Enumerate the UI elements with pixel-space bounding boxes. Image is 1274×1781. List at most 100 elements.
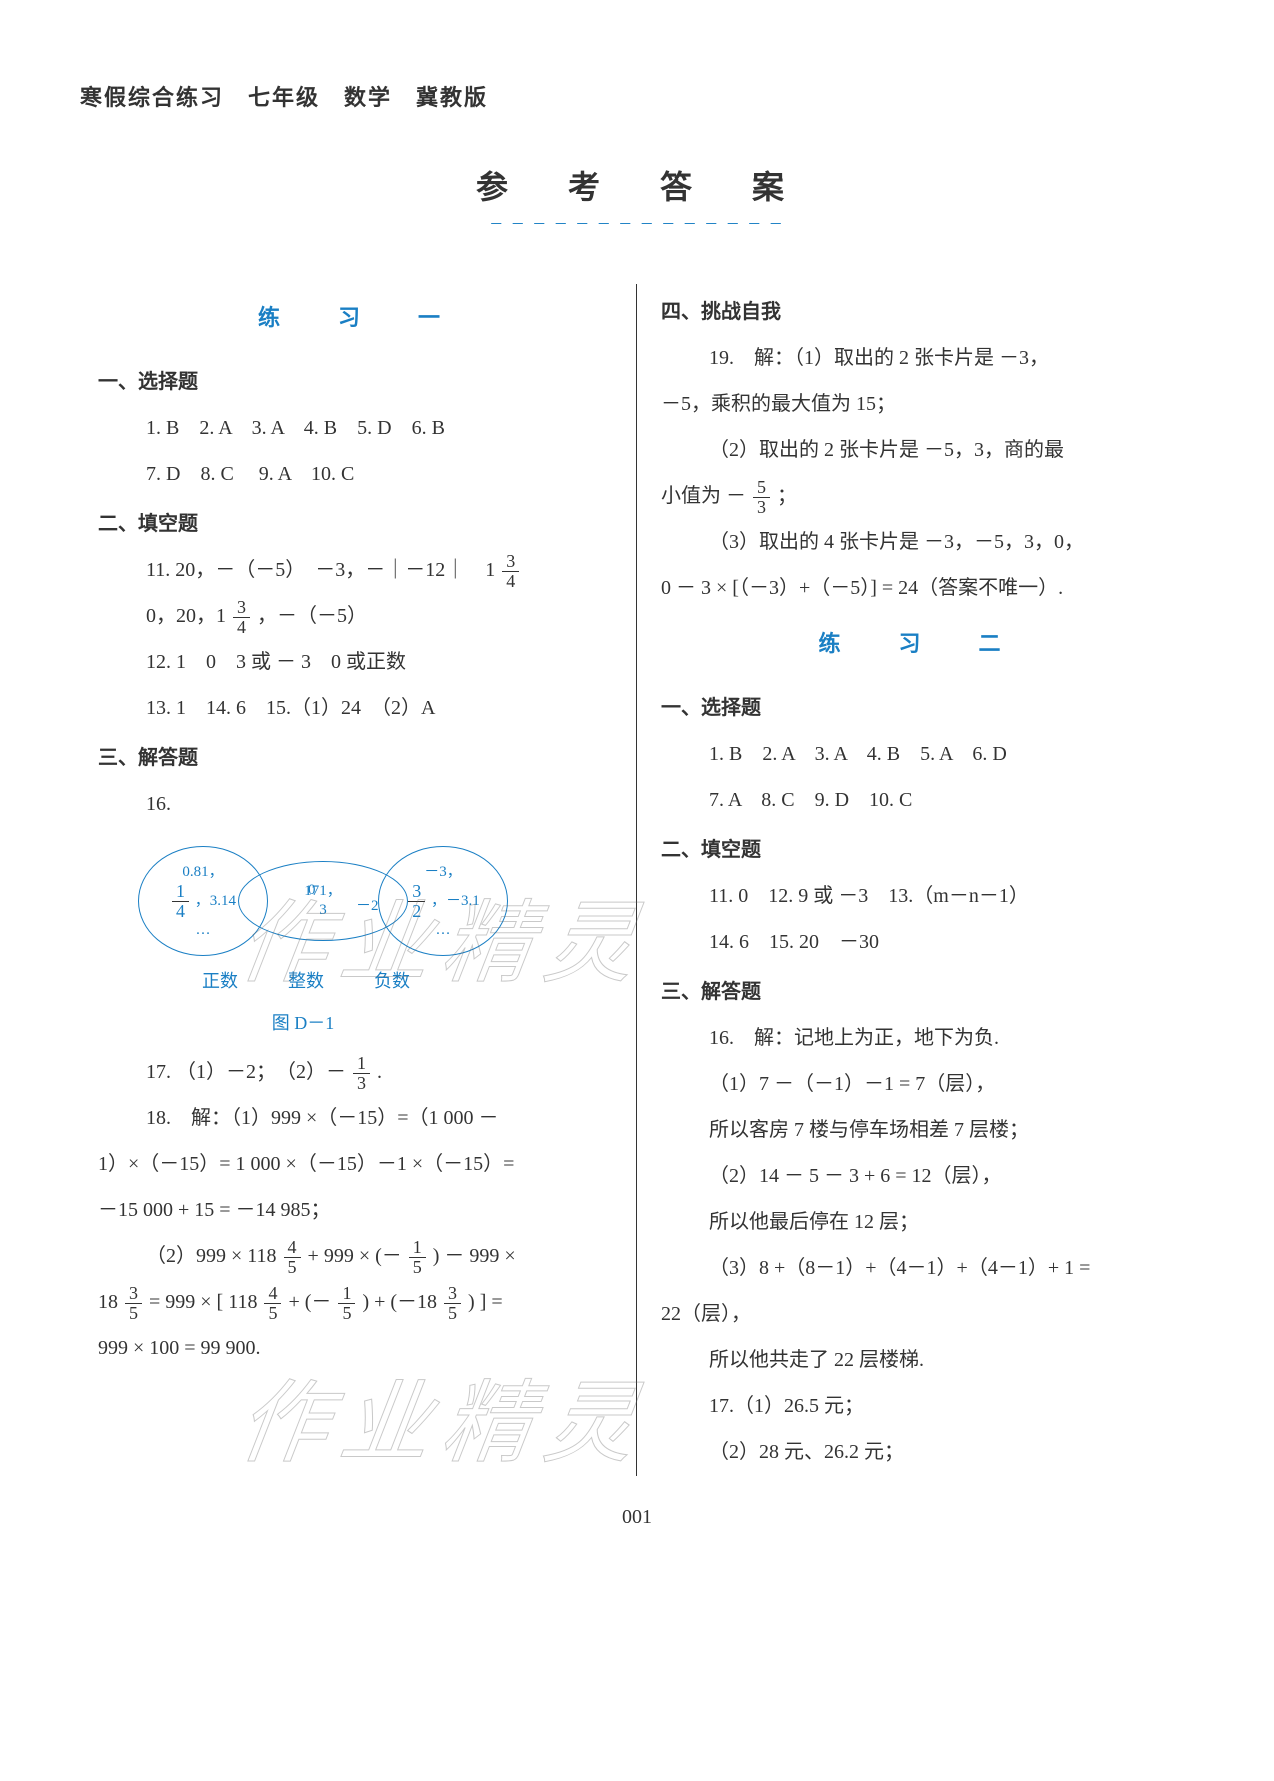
q18-5: 18 35 = 999 × [ 118 45 + (－ 15 ) + (－18 … bbox=[98, 1280, 618, 1324]
r-q16-2: （1）7 －（－1）－1 = 7（层）， bbox=[661, 1062, 1176, 1106]
label-integer: 整数 bbox=[288, 962, 324, 1002]
frac-num: 3 bbox=[408, 882, 425, 902]
r-q14: 14. 6 15. 20 －30 bbox=[661, 920, 1176, 964]
q19-2: －5，乘积的最大值为 15； bbox=[661, 382, 1176, 426]
label-negative: 负数 bbox=[374, 962, 410, 1002]
oval1-b: ，3.14 bbox=[195, 893, 236, 909]
frac-num: 1 bbox=[338, 1284, 355, 1304]
q19-5: （3）取出的 4 张卡片是 －3，－5，3，0， bbox=[661, 520, 1176, 564]
r-q16-7: 22（层）， bbox=[661, 1292, 1176, 1336]
q19-3: （2）取出的 2 张卡片是 －5，3，商的最 bbox=[661, 428, 1176, 472]
r-section-2-head: 二、填空题 bbox=[661, 828, 1176, 872]
frac-num: 3 bbox=[125, 1284, 142, 1304]
oval3-dots: … bbox=[379, 921, 507, 941]
r-q16-3: 所以客房 7 楼与停车场相差 7 层楼； bbox=[661, 1108, 1176, 1152]
frac-den: 4 bbox=[172, 902, 189, 921]
q17: 17. （1）－2； （2）－ 13 . bbox=[98, 1050, 618, 1094]
oval3-row2: 32 ，－3.1 bbox=[379, 882, 507, 921]
frac-den: 5 bbox=[444, 1304, 461, 1323]
q17b: . bbox=[377, 1061, 382, 1083]
oval-negative: －3， 32 ，－3.1 … bbox=[378, 846, 508, 956]
mc-row-2: 7. D 8. C 9. A 10. C bbox=[98, 452, 618, 496]
q18-6: 999 × 100 = 99 900. bbox=[98, 1326, 618, 1370]
oval1-a: 0.81， bbox=[139, 863, 267, 883]
r-q16-8: 所以他共走了 22 层楼梯. bbox=[661, 1338, 1176, 1382]
q18-4a: （2）999 × 118 bbox=[146, 1245, 277, 1267]
q11b-text-b: ，－（－5） bbox=[257, 605, 367, 627]
q18-5f3: 15 bbox=[338, 1284, 355, 1323]
oval3-a: －3， bbox=[379, 863, 507, 883]
q11b-frac: 34 bbox=[233, 598, 250, 637]
q19-6: 0 － 3 × [（－3）+（－5）] = 24（答案不唯一）. bbox=[661, 566, 1176, 610]
exercise-1-title: 练 习 一 bbox=[98, 294, 618, 342]
frac-num: 3 bbox=[233, 598, 250, 618]
label-positive: 正数 bbox=[202, 962, 238, 1002]
q18-5b: = 999 × [ 118 bbox=[149, 1291, 257, 1313]
q18-4b: + 999 × (－ bbox=[308, 1245, 402, 1267]
q12: 12. 1 0 3 或 － 3 0 或正数 bbox=[98, 640, 618, 684]
q11-b: 0，20，1 34 ，－（－5） bbox=[98, 594, 618, 638]
q18-3: －15 000 + 15 = －14 985； bbox=[98, 1188, 618, 1232]
frac-num: 1 bbox=[172, 882, 189, 902]
q19-4f: 53 bbox=[753, 478, 770, 517]
r-mc-row-1: 1. B 2. A 3. A 4. B 5. A 6. D bbox=[661, 732, 1176, 776]
mc-row-1: 1. B 2. A 3. A 4. B 5. D 6. B bbox=[98, 406, 618, 450]
r-section-1-head: 一、选择题 bbox=[661, 686, 1176, 730]
section-1-head: 一、选择题 bbox=[98, 360, 618, 404]
q11a-text: 11. 20，－（－5） －3，－｜－12｜ 1 bbox=[146, 559, 495, 581]
q11a-frac: 34 bbox=[502, 552, 519, 591]
frac-den: 2 bbox=[408, 902, 425, 921]
r-q17-1: 17.（1）26.5 元； bbox=[661, 1384, 1176, 1428]
frac-den: 3 bbox=[353, 1074, 370, 1093]
exercise-2-title: 练 习 二 bbox=[661, 620, 1176, 668]
q18-4c: ) － 999 × bbox=[433, 1245, 516, 1267]
content-columns: 练 习 一 一、选择题 1. B 2. A 3. A 4. B 5. D 6. … bbox=[80, 284, 1194, 1476]
mid2: －2 bbox=[356, 890, 379, 923]
oval3-b: ，－3.1 bbox=[431, 893, 480, 909]
q11b-text-a: 0，20，1 bbox=[146, 605, 226, 627]
frac-num: 3 bbox=[444, 1284, 461, 1304]
frac-num: 4 bbox=[284, 1238, 301, 1258]
title-underline: － － － － － － － － － － － － － － bbox=[80, 214, 1194, 234]
q18-4f2: 15 bbox=[409, 1238, 426, 1277]
r-q16-6: （3）8 +（8－1）+（4－1）+（4－1）+ 1 = bbox=[661, 1246, 1176, 1290]
r-q16-5: 所以他最后停在 12 层； bbox=[661, 1200, 1176, 1244]
r-q16-1: 16. 解：记地上为正，地下为负. bbox=[661, 1016, 1176, 1060]
frac-den: 5 bbox=[264, 1304, 281, 1323]
q18-2: 1）×（－15）= 1 000 ×（－15）－1 ×（－15）= bbox=[98, 1142, 618, 1186]
q18-5f2: 45 bbox=[264, 1284, 281, 1323]
frac-num: 4 bbox=[264, 1284, 281, 1304]
frac-num: 1 bbox=[353, 1054, 370, 1074]
q17-frac: 13 bbox=[353, 1054, 370, 1093]
frac-den: 5 bbox=[284, 1258, 301, 1277]
section-3-head: 三、解答题 bbox=[98, 736, 618, 780]
q18-5c: + (－ bbox=[288, 1291, 331, 1313]
diagram-caption: 图 D－1 bbox=[0, 1004, 618, 1044]
q19-1: 19. 解：（1）取出的 2 张卡片是 －3， bbox=[661, 336, 1176, 380]
right-column: 四、挑战自我 19. 解：（1）取出的 2 张卡片是 －3， －5，乘积的最大值… bbox=[637, 284, 1194, 1476]
q18-4f1: 45 bbox=[284, 1238, 301, 1277]
page-number: 001 bbox=[80, 1506, 1194, 1529]
r-section-3-head: 三、解答题 bbox=[661, 970, 1176, 1014]
frac-den: 3 bbox=[753, 498, 770, 517]
main-title: 参 考 答 案 bbox=[80, 162, 1194, 208]
q19-4b: ； bbox=[777, 485, 797, 507]
section-2-head: 二、填空题 bbox=[98, 502, 618, 546]
frac-den: 5 bbox=[409, 1258, 426, 1277]
page-header: 寒假综合练习 七年级 数学 冀教版 bbox=[80, 80, 1194, 112]
q17a: 17. （1）－2； （2）－ bbox=[146, 1061, 346, 1083]
q18-5f1: 35 bbox=[125, 1284, 142, 1323]
r-mc-row-2: 7. A 8. C 9. D 10. C bbox=[661, 778, 1176, 822]
mid1: 0 bbox=[308, 874, 316, 907]
diagram-labels: 正数 整数 负数 bbox=[138, 962, 410, 1002]
q19-4a: 小值为 － bbox=[661, 485, 746, 507]
venn-diagram: 0.81， 14 ，3.14 … 171， 3 －3， 32 ，－3.1 … 0 bbox=[138, 836, 618, 996]
frac-num: 1 bbox=[409, 1238, 426, 1258]
frac-den: 4 bbox=[233, 618, 250, 637]
q18-1: 18. 解：（1）999 ×（－15）=（1 000 － bbox=[98, 1096, 618, 1140]
q18-5a: 18 bbox=[98, 1291, 118, 1313]
oval3-frac: 32 bbox=[408, 882, 425, 921]
frac-num: 5 bbox=[753, 478, 770, 498]
r-q17-2: （2）28 元、26.2 元； bbox=[661, 1430, 1176, 1474]
frac-den: 5 bbox=[125, 1304, 142, 1323]
